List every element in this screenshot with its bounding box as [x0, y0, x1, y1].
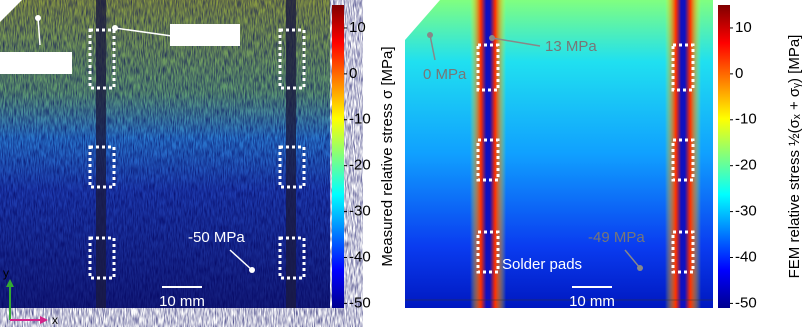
colorbar-tick-label: 0 — [349, 65, 357, 82]
axis-x-label: x — [52, 313, 58, 327]
annotation: 0 MPa — [4, 54, 48, 71]
annotation: 0 MPa — [423, 66, 467, 83]
annotation: 13 MPa — [545, 38, 597, 55]
colorbar-tick-label: -20 — [349, 157, 371, 174]
colorbar-tick-label: -40 — [735, 248, 757, 265]
colorbar-tick-label: -30 — [349, 203, 371, 220]
colorbar-tick-label: -10 — [349, 111, 371, 128]
scale-bar-label: 10 mm — [159, 293, 205, 310]
colorbar-tick-label: 10 — [735, 19, 752, 36]
colorbar-tick-label: -50 — [735, 294, 757, 311]
axes-arrows — [6, 279, 48, 324]
colorbar-label: Measured relative stress σ [MPa] — [379, 46, 396, 266]
annotation: -50 MPa — [188, 229, 245, 246]
colorbar-tick-label: -50 — [349, 294, 371, 311]
annotation: Solder pads — [502, 256, 582, 273]
colorbar — [332, 5, 344, 308]
fem-map — [405, 0, 713, 308]
measured-map — [0, 0, 330, 308]
colorbar-tick-label: 10 — [349, 19, 366, 36]
colorbar-tick-label: -40 — [349, 248, 371, 265]
colorbar-label: FEM relative stress ½(σₓ + σᵧ) [MPa] — [786, 35, 803, 279]
scale-bar-label: 10 mm — [569, 293, 615, 310]
colorbar-tick-label: -20 — [735, 157, 757, 174]
colorbar-tick-label: -30 — [735, 203, 757, 220]
colorbar-tick-label: 0 — [735, 65, 743, 82]
colorbar-tick-label: -10 — [735, 111, 757, 128]
axis-y-label: y — [3, 266, 9, 280]
colorbar — [718, 5, 730, 308]
annotation: 12 MPa — [175, 26, 227, 43]
annotation: -49 MPa — [588, 229, 645, 246]
